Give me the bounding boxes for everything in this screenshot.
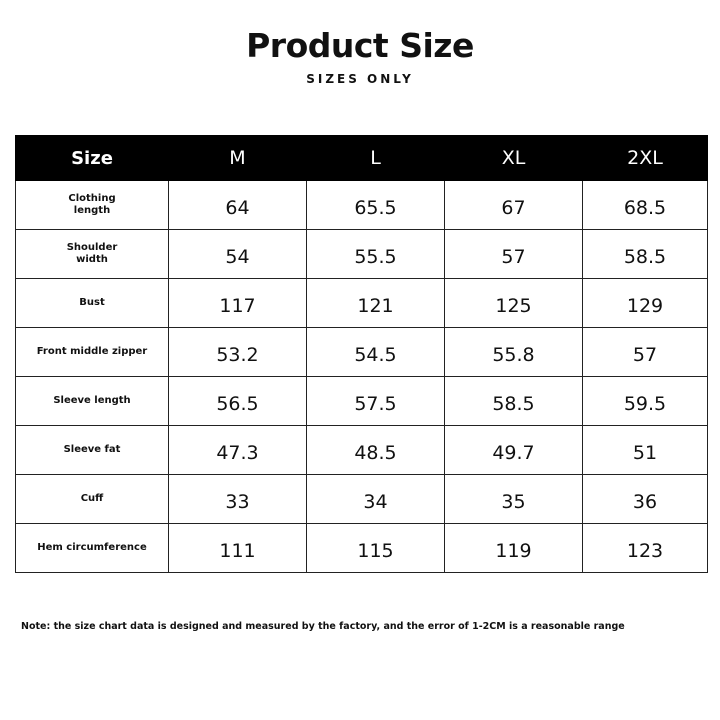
table-body: Clothing length 64 65.5 67 68.5 Shoulder width 5… [15, 180, 708, 573]
row-label: Clothing length [15, 180, 169, 230]
cell: 121 [306, 278, 445, 328]
cell: 54 [168, 229, 307, 279]
cell: 59.5 [582, 376, 708, 426]
cell: 117 [168, 278, 307, 328]
table-row: Clothing length 64 65.5 67 68.5 [15, 180, 708, 230]
cell: 51 [582, 425, 708, 475]
row-label-line: Bust [79, 297, 105, 308]
note: Note: the size chart data is designed an… [21, 621, 625, 632]
row-label-line: width [76, 254, 108, 265]
row-label-line: Sleeve fat [63, 444, 121, 455]
column-header: XL [444, 135, 583, 181]
cell: 54.5 [306, 327, 445, 377]
table-row: Bust 117 121 125 129 [15, 278, 708, 328]
cell: 123 [582, 523, 708, 573]
table-row: Hem circumference 111 115 119 123 [15, 523, 708, 573]
cell: 33 [168, 474, 307, 524]
cell: 55.5 [306, 229, 445, 279]
subtitle: SIZES ONLY [306, 72, 414, 86]
row-label-line: Shoulder [66, 242, 118, 253]
cell: 111 [168, 523, 307, 573]
cell: 68.5 [582, 180, 708, 230]
column-header: Size [15, 135, 169, 181]
cell: 57 [582, 327, 708, 377]
row-label: Hem circumference [15, 523, 169, 573]
row-label: Bust [15, 278, 169, 328]
cell: 34 [306, 474, 445, 524]
row-label-line: Sleeve length [53, 395, 131, 406]
row-label-line: length [73, 205, 111, 216]
cell: 56.5 [168, 376, 307, 426]
table-row: Sleeve length 56.5 57.5 58.5 59.5 [15, 376, 708, 426]
cell: 53.2 [168, 327, 307, 377]
row-label: Cuff [15, 474, 169, 524]
cell: 64 [168, 180, 307, 230]
cell: 115 [306, 523, 445, 573]
size-table: Size M L XL 2XL Clothing length 64 65.5 67 68.5 Sh… [15, 135, 708, 573]
column-header: L [306, 135, 445, 181]
table-row: Sleeve fat 47.3 48.5 49.7 51 [15, 425, 708, 475]
table-row: Shoulder width 54 55.5 57 58.5 [15, 229, 708, 279]
cell: 55.8 [444, 327, 583, 377]
cell: 125 [444, 278, 583, 328]
cell: 57 [444, 229, 583, 279]
header-row: Size M L XL 2XL [15, 135, 708, 181]
cell: 48.5 [306, 425, 445, 475]
table-row: Front middle zipper 53.2 54.5 55.8 57 [15, 327, 708, 377]
cell: 129 [582, 278, 708, 328]
row-label: Front middle zipper [15, 327, 169, 377]
row-label-line: Front middle zipper [36, 346, 148, 357]
row-label: Sleeve length [15, 376, 169, 426]
row-label-line: Clothing [68, 193, 116, 204]
cell: 47.3 [168, 425, 307, 475]
cell: 36 [582, 474, 708, 524]
cell: 119 [444, 523, 583, 573]
row-label-line: Hem circumference [37, 542, 147, 553]
cell: 35 [444, 474, 583, 524]
cell: 57.5 [306, 376, 445, 426]
cell: 58.5 [582, 229, 708, 279]
column-header: M [168, 135, 307, 181]
row-label: Shoulder width [15, 229, 169, 279]
title: Product Size [246, 26, 474, 65]
cell: 49.7 [444, 425, 583, 475]
row-label: Sleeve fat [15, 425, 169, 475]
cell: 65.5 [306, 180, 445, 230]
cell: 67 [444, 180, 583, 230]
table-row: Cuff 33 34 35 36 [15, 474, 708, 524]
column-header: 2XL [582, 135, 708, 181]
row-label-line: Cuff [80, 493, 104, 504]
cell: 58.5 [444, 376, 583, 426]
